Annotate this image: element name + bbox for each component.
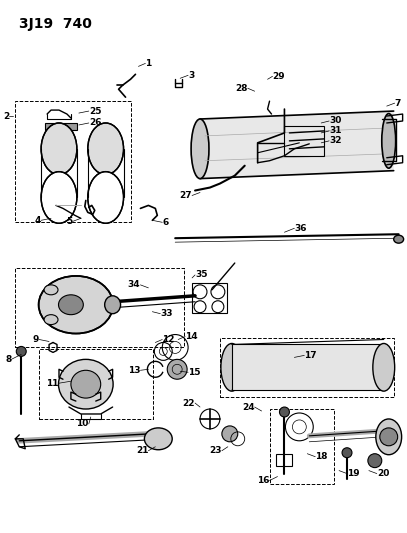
Text: 6: 6: [162, 218, 168, 227]
Text: 23: 23: [209, 446, 222, 455]
Text: 2: 2: [3, 111, 9, 120]
Text: 4: 4: [35, 216, 41, 225]
Ellipse shape: [41, 172, 77, 223]
Text: 35: 35: [195, 270, 208, 279]
Circle shape: [368, 454, 382, 467]
Text: 17: 17: [304, 351, 317, 360]
Text: 1: 1: [145, 59, 152, 68]
Polygon shape: [200, 111, 394, 179]
Text: 19: 19: [347, 469, 360, 478]
Bar: [45, 123, 77, 130]
Ellipse shape: [59, 295, 83, 314]
Circle shape: [222, 426, 238, 442]
Text: 24: 24: [242, 402, 255, 411]
Circle shape: [167, 359, 187, 379]
Text: 11: 11: [46, 379, 59, 387]
Text: 10: 10: [77, 419, 89, 429]
Ellipse shape: [44, 314, 58, 325]
Ellipse shape: [221, 343, 243, 391]
Text: 28: 28: [235, 84, 248, 93]
Text: 20: 20: [377, 469, 389, 478]
Ellipse shape: [88, 123, 124, 175]
Text: 21: 21: [136, 446, 149, 455]
Text: 32: 32: [329, 136, 341, 146]
Text: 29: 29: [273, 72, 285, 81]
Ellipse shape: [373, 343, 395, 391]
Text: 9: 9: [33, 335, 39, 344]
Ellipse shape: [59, 359, 113, 409]
Ellipse shape: [376, 419, 402, 455]
Text: 8: 8: [5, 355, 11, 364]
Ellipse shape: [88, 172, 124, 223]
Text: 18: 18: [315, 452, 328, 461]
Text: 26: 26: [89, 118, 101, 127]
Text: 31: 31: [329, 126, 341, 135]
Circle shape: [16, 346, 26, 357]
Circle shape: [342, 448, 352, 458]
Ellipse shape: [44, 285, 58, 295]
Text: 34: 34: [128, 280, 140, 289]
Text: 33: 33: [160, 309, 173, 318]
Text: 27: 27: [179, 191, 192, 200]
Ellipse shape: [144, 428, 172, 450]
Bar: [284, 126, 324, 156]
Text: 13: 13: [128, 366, 140, 375]
Ellipse shape: [105, 296, 120, 314]
Bar: [269, 409, 334, 483]
Ellipse shape: [191, 119, 209, 179]
Ellipse shape: [394, 235, 404, 243]
Text: 15: 15: [188, 368, 201, 377]
Text: 3: 3: [188, 71, 195, 80]
Bar: [39, 350, 153, 419]
Text: 5: 5: [67, 217, 73, 226]
Bar: [276, 454, 292, 466]
Text: 22: 22: [183, 399, 195, 408]
Text: 30: 30: [329, 117, 341, 125]
Bar: [15, 268, 184, 348]
Text: 25: 25: [89, 107, 101, 116]
Ellipse shape: [71, 370, 101, 398]
Bar: [232, 344, 384, 390]
Text: 12: 12: [162, 335, 175, 344]
Bar: [220, 337, 394, 397]
Text: 7: 7: [395, 99, 401, 108]
Text: 3J19  740: 3J19 740: [19, 17, 92, 31]
Text: 16: 16: [257, 476, 269, 485]
Ellipse shape: [39, 276, 113, 334]
Bar: [192, 283, 227, 313]
Circle shape: [380, 428, 398, 446]
Text: 36: 36: [294, 224, 307, 233]
Bar: [15, 101, 131, 222]
Circle shape: [280, 407, 289, 417]
Ellipse shape: [41, 123, 77, 175]
Text: 14: 14: [185, 332, 198, 341]
Ellipse shape: [382, 114, 396, 168]
